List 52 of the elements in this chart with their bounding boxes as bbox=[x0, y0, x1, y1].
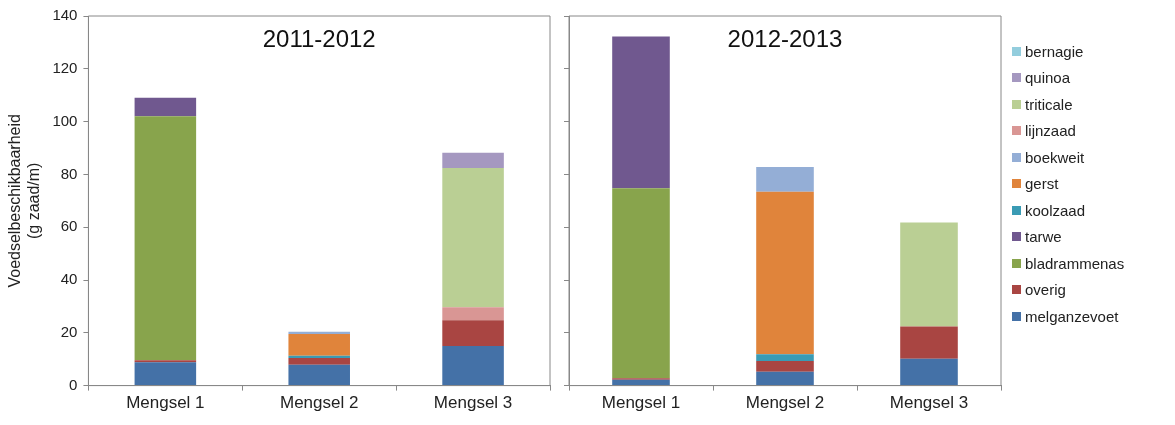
legend-label: lijnzaad bbox=[1025, 122, 1076, 140]
y-tick-label: 60 bbox=[60, 217, 78, 235]
legend-label: bladrammenas bbox=[1025, 254, 1125, 272]
x-tick-label: Mengsel 1 bbox=[126, 393, 205, 413]
y-tick-label: 120 bbox=[52, 58, 78, 76]
legend-label: melganzevoet bbox=[1025, 307, 1119, 325]
y-tick-label: 100 bbox=[52, 111, 78, 129]
bar bbox=[134, 97, 197, 117]
bar bbox=[442, 152, 504, 169]
bar bbox=[442, 346, 504, 386]
bar bbox=[288, 357, 350, 365]
bar bbox=[612, 379, 670, 386]
x-tick-label: Mengsel 2 bbox=[279, 393, 359, 413]
chart-title: 2011-2012 bbox=[262, 24, 376, 52]
legend-label: triticale bbox=[1025, 95, 1073, 113]
legend-label: bernagie bbox=[1025, 42, 1084, 60]
bar bbox=[442, 168, 504, 308]
y-tick-label: 40 bbox=[60, 270, 78, 288]
bar bbox=[442, 307, 504, 321]
bar bbox=[756, 371, 814, 386]
bar bbox=[756, 191, 814, 355]
legend-label: boekweit bbox=[1025, 148, 1085, 166]
legend-label: quinoa bbox=[1025, 69, 1071, 87]
y-tick-label: 140 bbox=[52, 6, 78, 24]
bar bbox=[134, 116, 197, 361]
bar bbox=[900, 326, 958, 359]
bar bbox=[134, 362, 197, 386]
chart-title: 2012-2013 bbox=[727, 24, 843, 52]
bar bbox=[612, 188, 670, 379]
y-tick-label: 0 bbox=[69, 375, 78, 393]
legend-label: overig bbox=[1025, 281, 1066, 299]
legend-label: koolzaad bbox=[1025, 201, 1086, 219]
bar bbox=[288, 355, 350, 358]
bar bbox=[756, 361, 814, 372]
y-tick-label: 80 bbox=[60, 164, 78, 182]
bar bbox=[288, 364, 350, 386]
x-tick-label: Mengsel 1 bbox=[601, 393, 681, 413]
x-tick-label: Mengsel 3 bbox=[433, 393, 513, 413]
bar bbox=[288, 334, 350, 356]
bar bbox=[134, 360, 197, 363]
legend-label: tarwe bbox=[1025, 228, 1062, 246]
y-tick-label: 20 bbox=[60, 322, 78, 340]
legend-label: gerst bbox=[1025, 175, 1059, 193]
bar bbox=[756, 354, 814, 362]
y-axis-title: Voedselbeschikbaarheid (g zaad/m) bbox=[6, 114, 43, 288]
x-tick-label: Mengsel 3 bbox=[889, 393, 969, 413]
bar bbox=[442, 320, 504, 346]
x-tick-label: Mengsel 2 bbox=[745, 393, 825, 413]
bar bbox=[900, 222, 958, 327]
bar bbox=[900, 358, 958, 386]
bar bbox=[612, 36, 670, 189]
bar bbox=[756, 167, 814, 192]
